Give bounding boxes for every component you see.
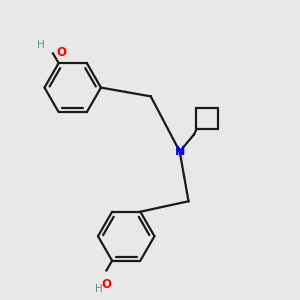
Text: O: O (57, 46, 67, 59)
Text: N: N (175, 145, 185, 158)
Text: H: H (95, 284, 103, 294)
Text: H: H (37, 40, 45, 50)
Text: O: O (101, 278, 112, 291)
